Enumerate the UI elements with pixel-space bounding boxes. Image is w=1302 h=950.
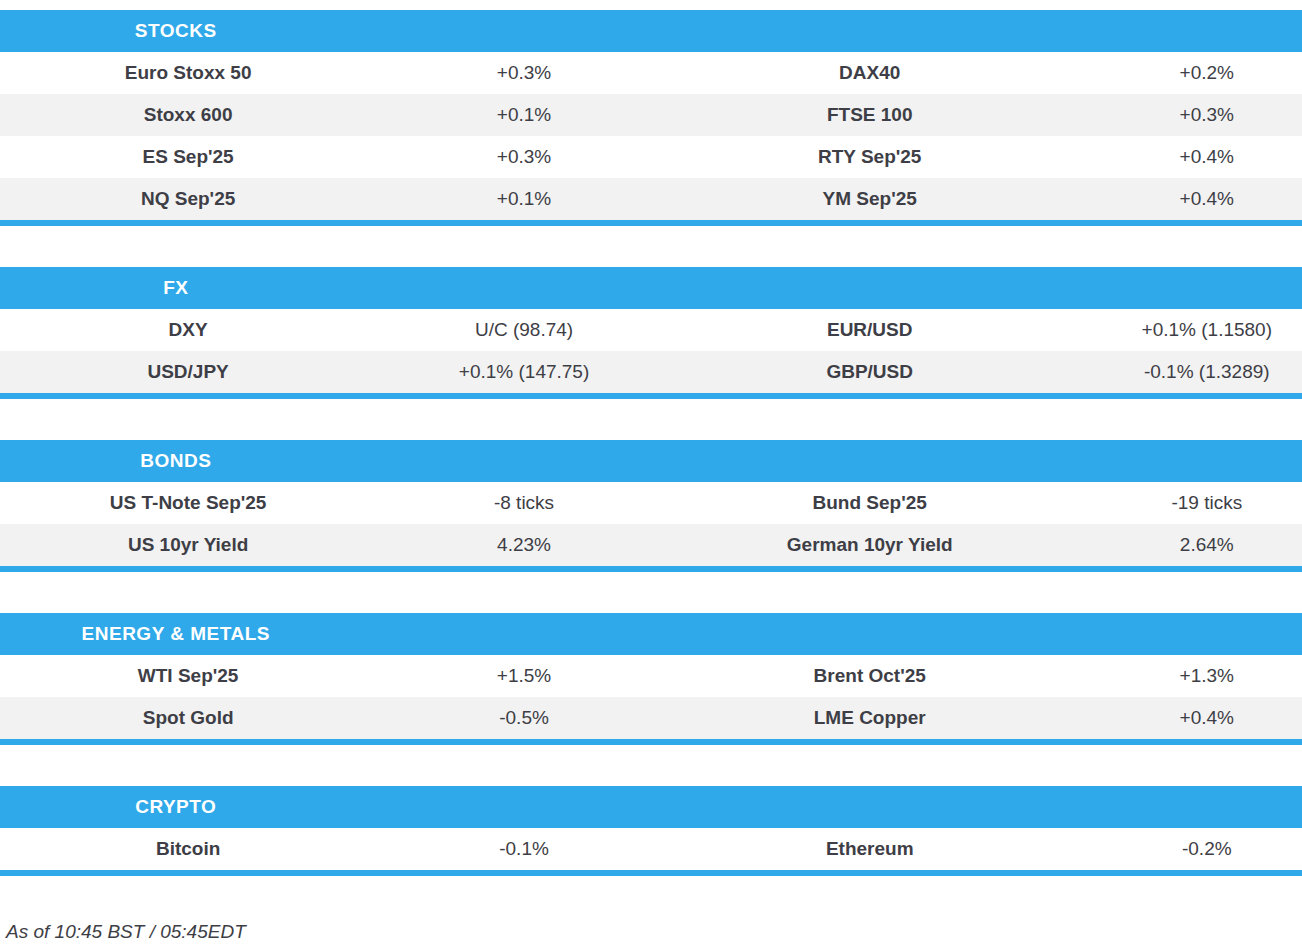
section-title: ENERGY & METALS xyxy=(0,623,352,645)
table-row: DXYU/C (98.74)EUR/USD+0.1% (1.1580) xyxy=(0,309,1302,351)
section-header: STOCKS xyxy=(0,10,1302,52)
instrument-change: -19 ticks xyxy=(1068,482,1302,524)
section-title: FX xyxy=(0,277,352,299)
instrument-name: NQ Sep'25 xyxy=(0,178,376,220)
table-row: WTI Sep'25+1.5%Brent Oct'25+1.3% xyxy=(0,655,1302,697)
instrument-change: +0.1% (147.75) xyxy=(376,351,672,393)
section-underline xyxy=(0,739,1302,745)
section-rows: Bitcoin-0.1%Ethereum-0.2% xyxy=(0,828,1302,870)
market-section: ENERGY & METALS WTI Sep'25+1.5%Brent Oct… xyxy=(0,613,1302,745)
instrument-name: Stoxx 600 xyxy=(0,94,376,136)
section-rows: WTI Sep'25+1.5%Brent Oct'25+1.3%Spot Gol… xyxy=(0,655,1302,739)
market-section: BONDS US T-Note Sep'25-8 ticksBund Sep'2… xyxy=(0,440,1302,572)
section-header: BONDS xyxy=(0,440,1302,482)
section-rows: Euro Stoxx 50+0.3%DAX40+0.2%Stoxx 600+0.… xyxy=(0,52,1302,220)
instrument-change: 2.64% xyxy=(1068,524,1302,566)
instrument-change: -8 ticks xyxy=(376,482,672,524)
section-underline xyxy=(0,870,1302,876)
section-title: STOCKS xyxy=(0,20,352,42)
markets-summary-page: STOCKS Euro Stoxx 50+0.3%DAX40+0.2%Stoxx… xyxy=(0,0,1302,943)
instrument-change: +0.1% (1.1580) xyxy=(1068,309,1302,351)
instrument-change: +0.4% xyxy=(1068,697,1302,739)
instrument-name: DAX40 xyxy=(672,52,1068,94)
section-header: FX xyxy=(0,267,1302,309)
instrument-change: +0.1% xyxy=(376,178,672,220)
instrument-name: Bund Sep'25 xyxy=(672,482,1068,524)
instrument-name: US T-Note Sep'25 xyxy=(0,482,376,524)
market-sections: STOCKS Euro Stoxx 50+0.3%DAX40+0.2%Stoxx… xyxy=(0,10,1302,876)
section-rows: US T-Note Sep'25-8 ticksBund Sep'25-19 t… xyxy=(0,482,1302,566)
instrument-change: +0.3% xyxy=(376,136,672,178)
as-of-timestamp: As of 10:45 BST / 05:45EDT xyxy=(6,921,1302,943)
section-underline xyxy=(0,220,1302,226)
table-row: US 10yr Yield4.23%German 10yr Yield2.64% xyxy=(0,524,1302,566)
instrument-change: +1.3% xyxy=(1068,655,1302,697)
instrument-change: U/C (98.74) xyxy=(376,309,672,351)
instrument-name: DXY xyxy=(0,309,376,351)
instrument-name: Euro Stoxx 50 xyxy=(0,52,376,94)
table-row: Euro Stoxx 50+0.3%DAX40+0.2% xyxy=(0,52,1302,94)
table-row: US T-Note Sep'25-8 ticksBund Sep'25-19 t… xyxy=(0,482,1302,524)
instrument-name: LME Copper xyxy=(672,697,1068,739)
instrument-name: YM Sep'25 xyxy=(672,178,1068,220)
instrument-name: WTI Sep'25 xyxy=(0,655,376,697)
instrument-change: -0.1% xyxy=(376,828,672,870)
instrument-name: Spot Gold xyxy=(0,697,376,739)
instrument-name: German 10yr Yield xyxy=(672,524,1068,566)
instrument-change: -0.1% (1.3289) xyxy=(1068,351,1302,393)
instrument-name: EUR/USD xyxy=(672,309,1068,351)
instrument-change: +0.3% xyxy=(376,52,672,94)
instrument-name: Ethereum xyxy=(672,828,1068,870)
section-title: CRYPTO xyxy=(0,796,352,818)
instrument-change: -0.5% xyxy=(376,697,672,739)
instrument-name: US 10yr Yield xyxy=(0,524,376,566)
instrument-change: 4.23% xyxy=(376,524,672,566)
instrument-name: Brent Oct'25 xyxy=(672,655,1068,697)
instrument-change: +0.4% xyxy=(1068,136,1302,178)
instrument-name: RTY Sep'25 xyxy=(672,136,1068,178)
table-row: ES Sep'25+0.3%RTY Sep'25+0.4% xyxy=(0,136,1302,178)
table-row: Bitcoin-0.1%Ethereum-0.2% xyxy=(0,828,1302,870)
section-header: CRYPTO xyxy=(0,786,1302,828)
section-underline xyxy=(0,566,1302,572)
instrument-change: +0.4% xyxy=(1068,178,1302,220)
instrument-name: USD/JPY xyxy=(0,351,376,393)
section-title: BONDS xyxy=(0,450,352,472)
instrument-change: +0.1% xyxy=(376,94,672,136)
table-row: USD/JPY+0.1% (147.75)GBP/USD-0.1% (1.328… xyxy=(0,351,1302,393)
instrument-change: +0.3% xyxy=(1068,94,1302,136)
instrument-change: +1.5% xyxy=(376,655,672,697)
instrument-change: +0.2% xyxy=(1068,52,1302,94)
market-section: STOCKS Euro Stoxx 50+0.3%DAX40+0.2%Stoxx… xyxy=(0,10,1302,226)
instrument-change: -0.2% xyxy=(1068,828,1302,870)
section-underline xyxy=(0,393,1302,399)
instrument-name: FTSE 100 xyxy=(672,94,1068,136)
market-section: FX DXYU/C (98.74)EUR/USD+0.1% (1.1580)US… xyxy=(0,267,1302,399)
section-header: ENERGY & METALS xyxy=(0,613,1302,655)
section-rows: DXYU/C (98.74)EUR/USD+0.1% (1.1580)USD/J… xyxy=(0,309,1302,393)
market-section: CRYPTO Bitcoin-0.1%Ethereum-0.2% xyxy=(0,786,1302,876)
table-row: Stoxx 600+0.1%FTSE 100+0.3% xyxy=(0,94,1302,136)
instrument-name: Bitcoin xyxy=(0,828,376,870)
instrument-name: ES Sep'25 xyxy=(0,136,376,178)
instrument-name: GBP/USD xyxy=(672,351,1068,393)
table-row: NQ Sep'25+0.1%YM Sep'25+0.4% xyxy=(0,178,1302,220)
table-row: Spot Gold-0.5%LME Copper+0.4% xyxy=(0,697,1302,739)
